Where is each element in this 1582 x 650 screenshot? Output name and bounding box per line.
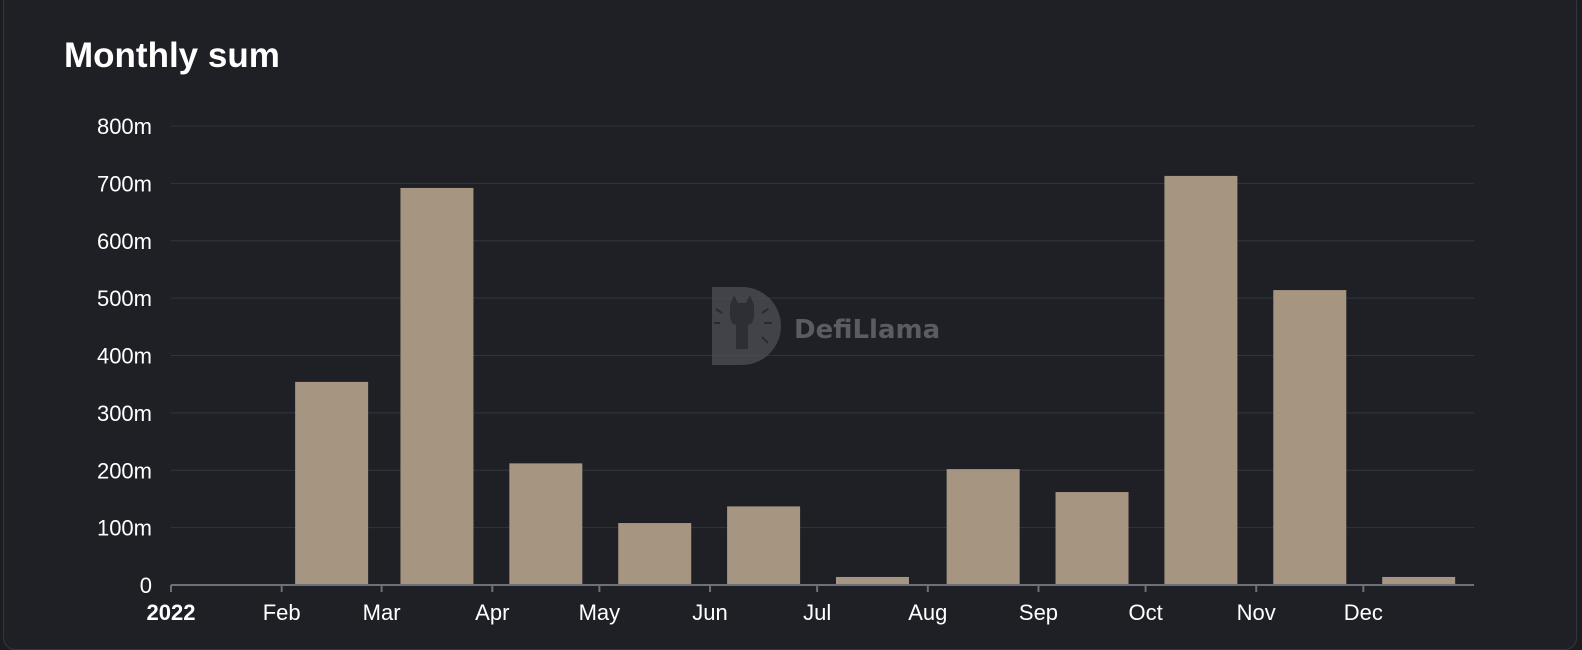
bar: [509, 463, 583, 585]
y-tick-label: 700m: [97, 171, 152, 196]
y-tick-label: 500m: [97, 286, 152, 311]
bar: [946, 469, 1020, 585]
watermark: DefiLlama: [712, 287, 940, 365]
x-tick-label: Apr: [475, 600, 509, 625]
y-tick-label: 600m: [97, 229, 152, 254]
x-tick-label: Jun: [692, 600, 727, 625]
y-tick-label: 100m: [97, 516, 152, 541]
bar: [618, 523, 692, 585]
x-tick-label: Mar: [363, 600, 401, 625]
defillama-logo: [712, 287, 781, 365]
x-tick-label: Feb: [263, 600, 301, 625]
y-tick-label: 300m: [97, 401, 152, 426]
y-tick-label: 800m: [97, 114, 152, 139]
chart-title: Monthly sum: [64, 36, 280, 75]
watermark-text: DefiLlama: [794, 315, 940, 345]
x-tick-label: Jul: [803, 600, 831, 625]
bar: [1164, 175, 1238, 585]
bar: [1382, 576, 1456, 585]
x-tick-label: May: [579, 600, 621, 625]
bar: [835, 576, 909, 585]
y-tick-label: 0: [140, 573, 152, 598]
grid-lines: [171, 125, 1474, 529]
x-tick-label: Dec: [1344, 600, 1383, 625]
bars: [295, 175, 1456, 585]
x-tick-label: Sep: [1019, 600, 1058, 625]
x-tick-label: Nov: [1237, 600, 1276, 625]
x-tick-label: Aug: [908, 600, 947, 625]
bar: [295, 381, 369, 585]
bar: [400, 187, 474, 585]
bar: [1055, 492, 1129, 585]
y-tick-label: 200m: [97, 458, 152, 483]
axes: 0 100m 200m 300m 400m 500m 600m 700m 800m 2022 Feb…: [97, 114, 1474, 625]
x-tick-label: 2022: [147, 600, 196, 625]
y-tick-label: 400m: [97, 344, 152, 369]
x-tick-label: Oct: [1128, 600, 1162, 625]
bar: [1273, 290, 1347, 585]
bar: [727, 506, 801, 585]
